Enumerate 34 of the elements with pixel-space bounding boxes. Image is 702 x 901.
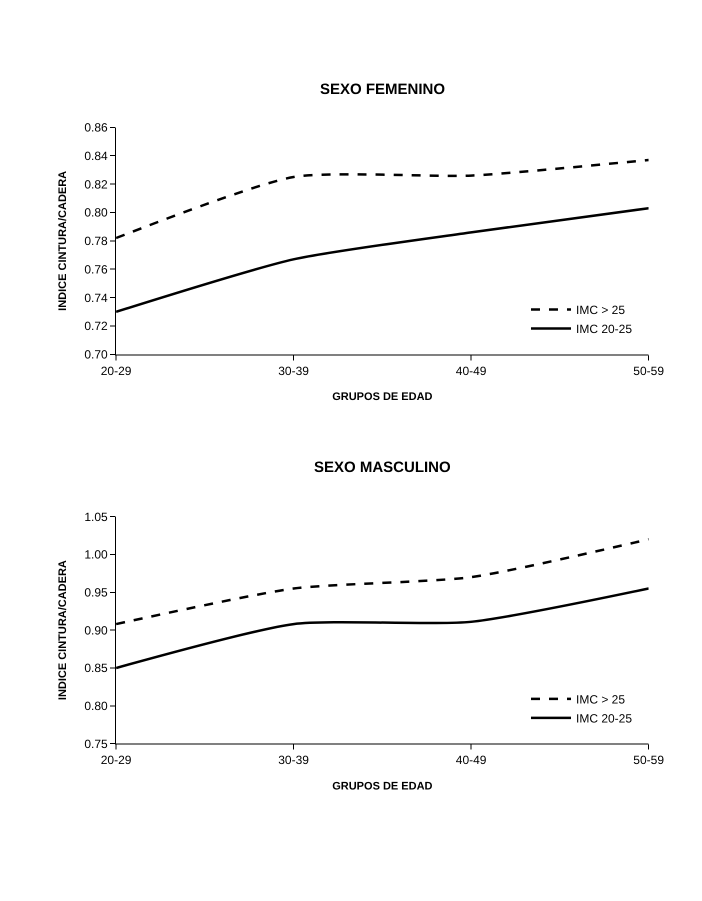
x-tick-label: 50-59 xyxy=(633,753,664,768)
x-axis-title: GRUPOS DE EDAD xyxy=(332,780,433,792)
chart-title: SEXO MASCULINO xyxy=(314,459,452,476)
chart-title: SEXO FEMENINO xyxy=(320,81,446,98)
y-tick-label: 0.80 xyxy=(84,206,108,220)
legend-label: IMC 20-25 xyxy=(576,712,632,726)
x-tick-label: 40-49 xyxy=(456,753,487,768)
y-tick-label: 0.78 xyxy=(84,234,108,248)
y-tick-label: 0.74 xyxy=(84,290,108,305)
y-tick-label: 0.72 xyxy=(84,319,108,334)
y-tick-label: 0.82 xyxy=(84,177,108,192)
y-tick-label: 0.75 xyxy=(84,736,108,751)
legend-label: IMC > 25 xyxy=(576,303,626,318)
x-tick-label: 20-29 xyxy=(100,753,132,768)
y-axis-title: INDICE CINTURA/CADERA xyxy=(56,170,69,311)
x-axis-title: GRUPOS DE EDAD xyxy=(332,391,433,403)
y-tick-label: 0.84 xyxy=(84,148,108,163)
x-tick-label: 20-29 xyxy=(100,364,132,378)
legend-label: IMC > 25 xyxy=(576,692,626,707)
y-tick-label: 0.90 xyxy=(84,623,108,638)
y-tick-label: 1.05 xyxy=(84,510,108,524)
x-tick-label: 30-39 xyxy=(278,753,310,768)
y-tick-label: 0.95 xyxy=(84,585,108,600)
y-tick-label: 0.76 xyxy=(84,262,108,276)
x-tick-label: 50-59 xyxy=(633,364,664,378)
y-tick-label: 1.00 xyxy=(84,548,108,562)
y-axis-title: INDICE CINTURA/CADERA xyxy=(56,560,69,700)
x-tick-label: 30-39 xyxy=(278,364,310,378)
x-tick-label: 40-49 xyxy=(456,364,487,378)
y-tick-label: 0.86 xyxy=(84,120,108,135)
y-tick-label: 0.80 xyxy=(84,699,108,714)
y-tick-label: 0.85 xyxy=(84,661,108,676)
y-tick-label: 0.70 xyxy=(84,348,108,362)
legend-label: IMC 20-25 xyxy=(576,322,632,336)
